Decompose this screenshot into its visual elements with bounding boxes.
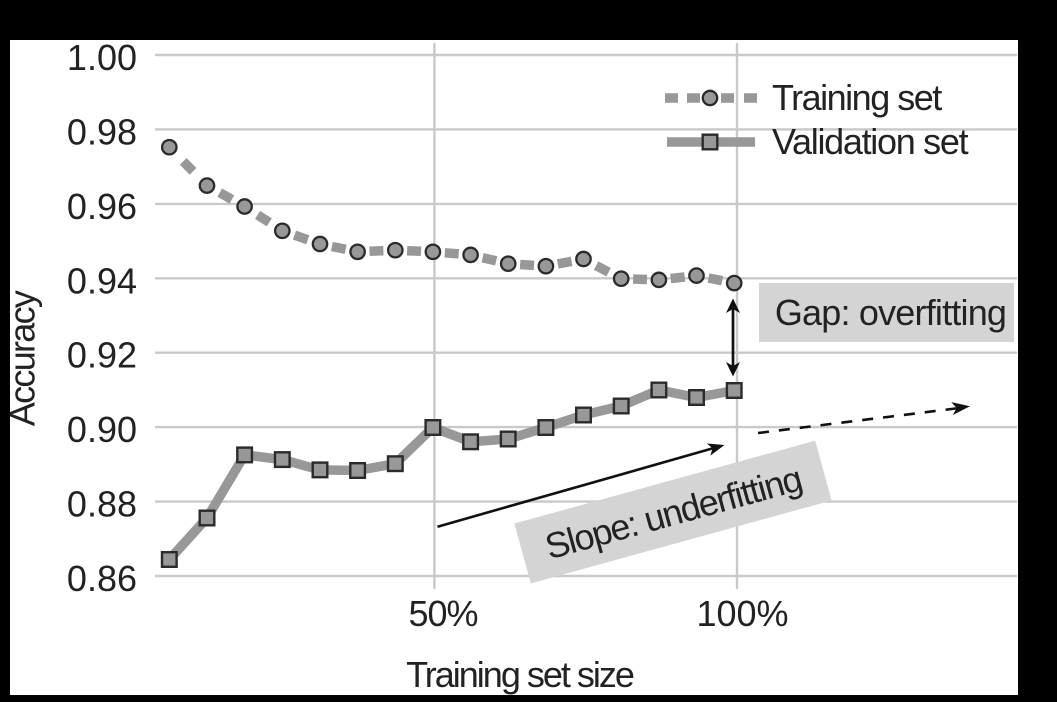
svg-text:Accuracy: Accuracy bbox=[2, 290, 43, 426]
svg-text:Gap: overfitting: Gap: overfitting bbox=[775, 292, 1006, 333]
svg-text:0.98: 0.98 bbox=[67, 111, 137, 152]
svg-text:50%: 50% bbox=[408, 593, 477, 634]
svg-text:100%: 100% bbox=[696, 593, 788, 634]
svg-text:Training set: Training set bbox=[772, 77, 942, 118]
svg-text:0.96: 0.96 bbox=[67, 186, 137, 227]
svg-text:0.90: 0.90 bbox=[67, 409, 137, 450]
svg-text:0.92: 0.92 bbox=[67, 335, 137, 376]
svg-text:1.00: 1.00 bbox=[67, 37, 137, 78]
svg-text:0.94: 0.94 bbox=[67, 260, 137, 301]
svg-text:Validation set: Validation set bbox=[772, 121, 969, 162]
svg-text:0.86: 0.86 bbox=[67, 558, 137, 599]
svg-text:Training set size: Training set size bbox=[406, 654, 634, 695]
svg-text:0.88: 0.88 bbox=[67, 484, 137, 525]
